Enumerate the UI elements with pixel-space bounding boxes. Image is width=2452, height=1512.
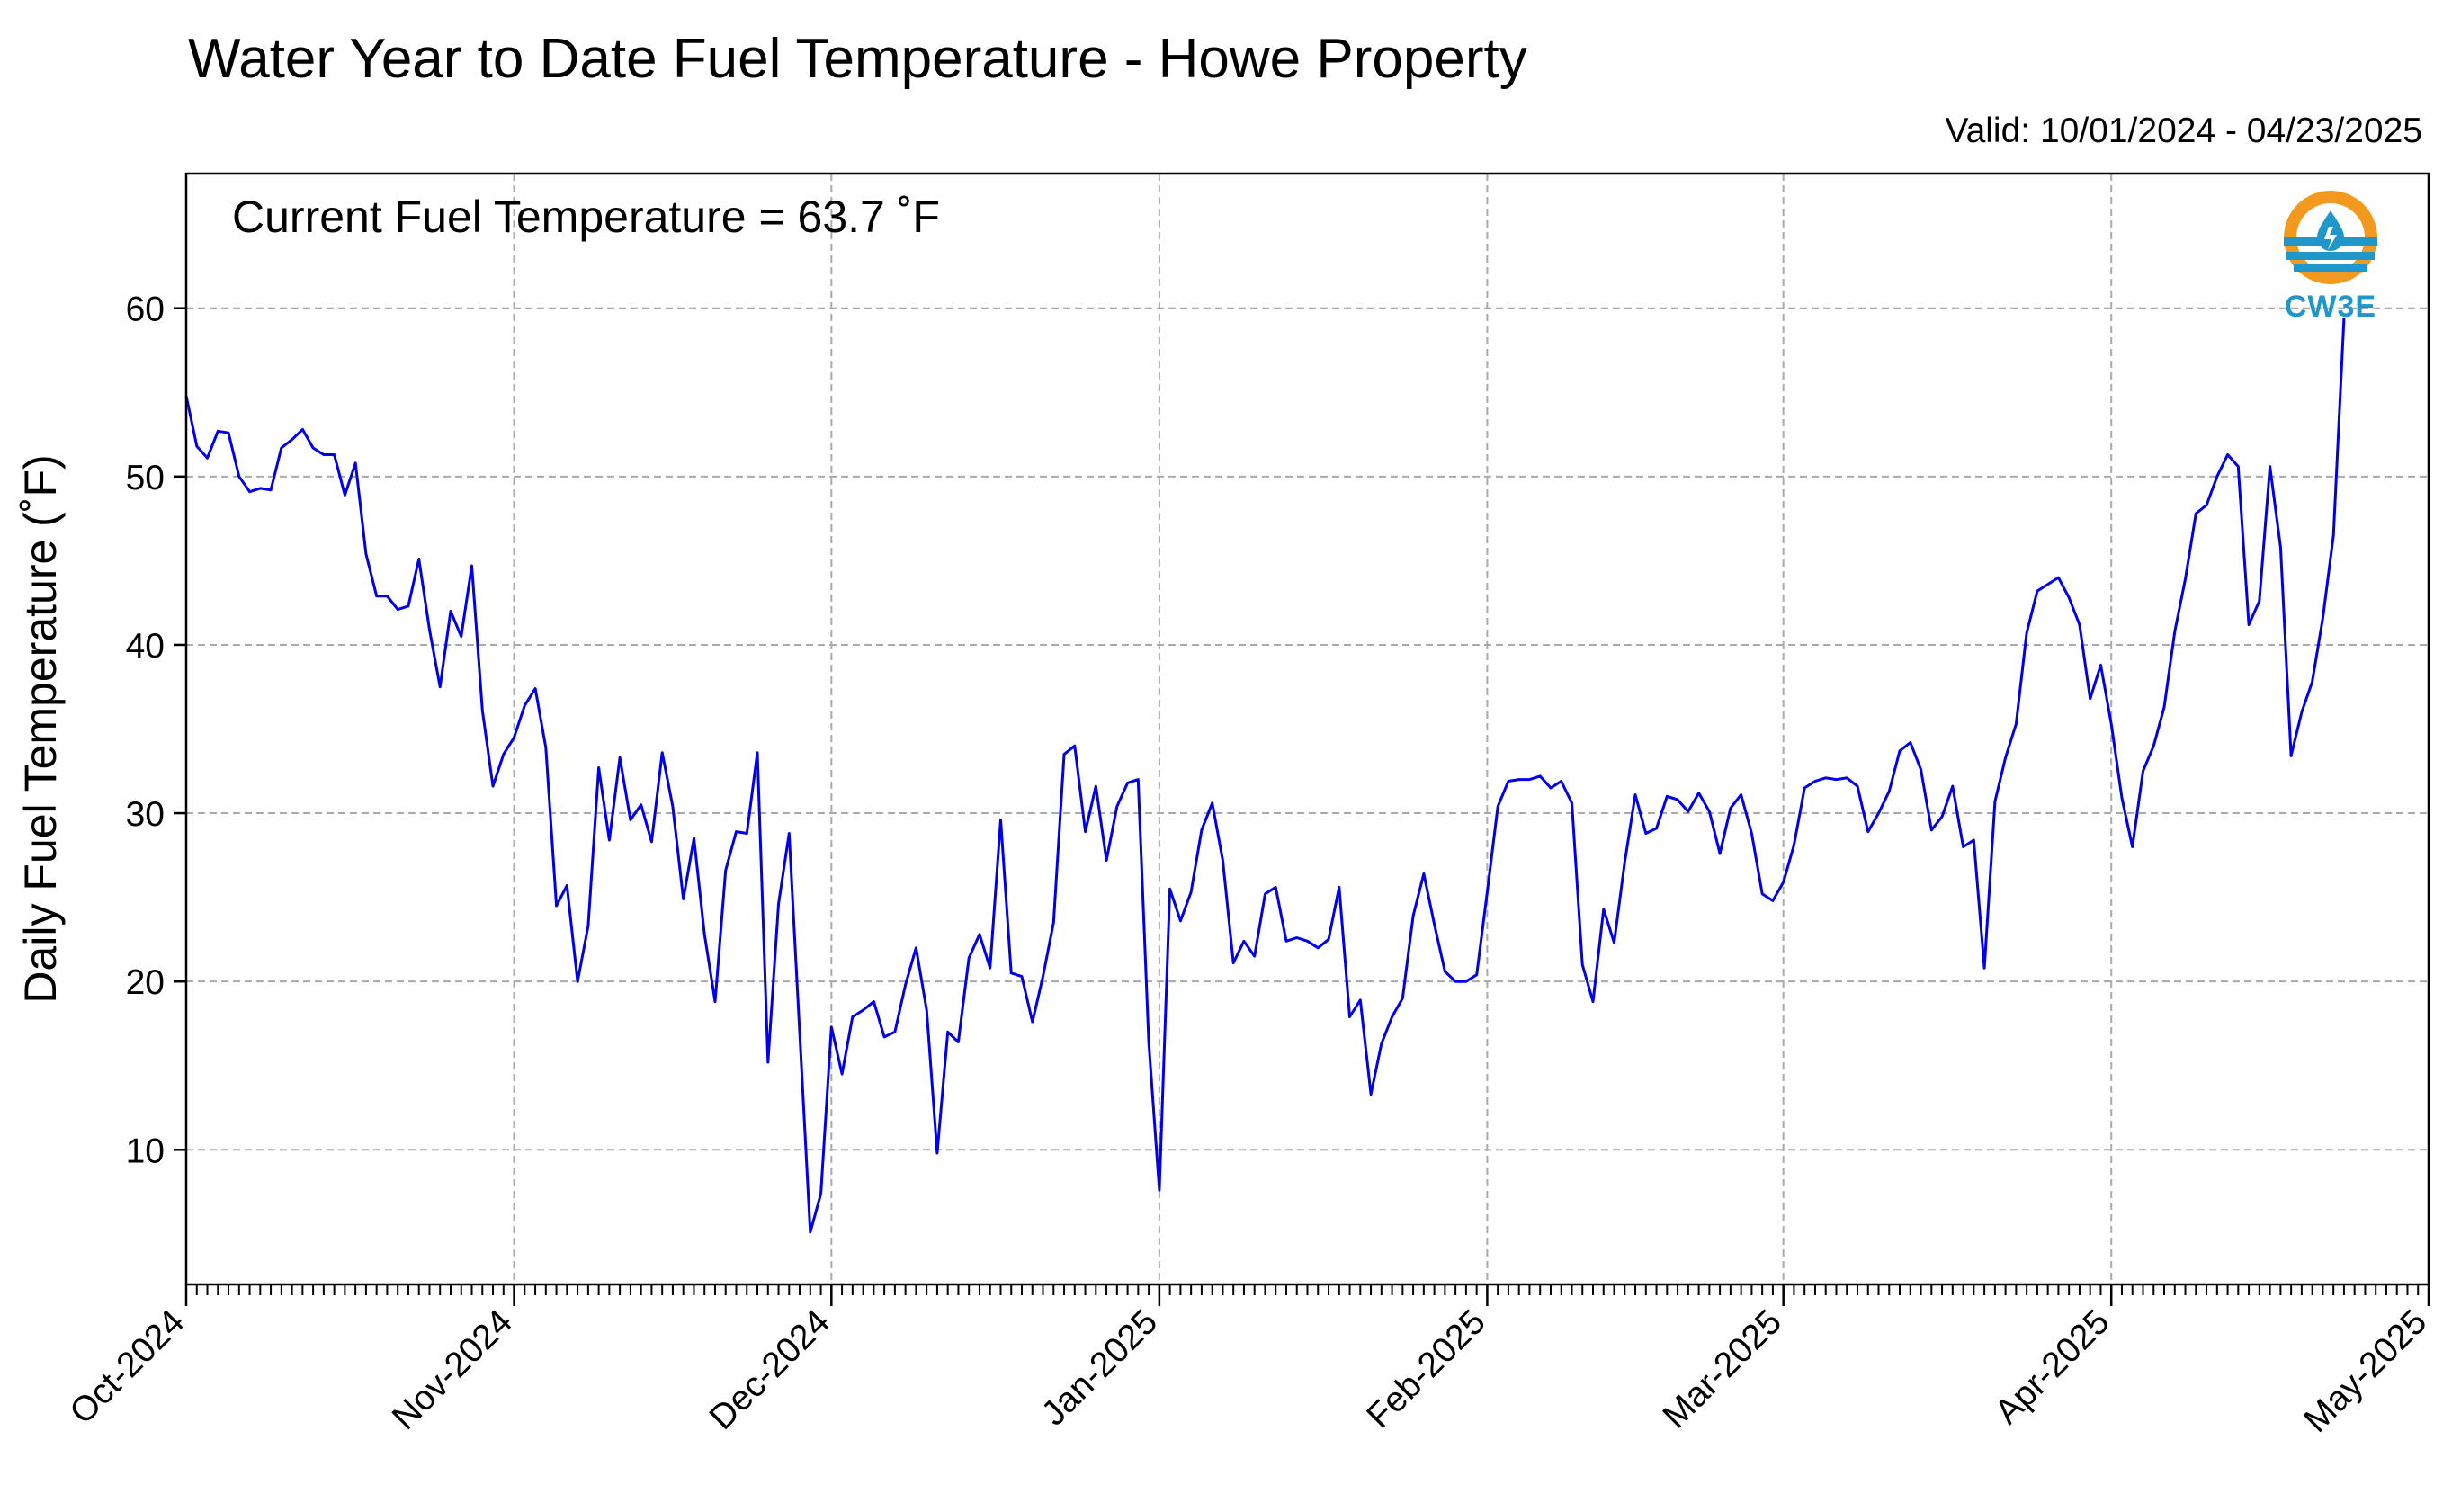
x-tick-label: May-2025: [2296, 1302, 2434, 1440]
x-tick-label: Jan-2025: [1034, 1302, 1165, 1433]
y-axis: 10 20 30 40 50 60: [126, 291, 186, 1170]
x-axis: Oct-2024 Nov-2024 Dec-2024 Jan-2025 Feb-2025…: [63, 1284, 2434, 1440]
cw3e-logo-icon: [2284, 191, 2377, 284]
x-tick-label: Apr-2025: [1988, 1302, 2117, 1432]
x-tick-label: Oct-2024: [63, 1302, 192, 1432]
fuel-temperature-line: [184, 318, 2346, 1234]
x-tick-label: Dec-2024: [702, 1302, 837, 1437]
x-tick-label: Mar-2025: [1656, 1302, 1789, 1436]
plot-frame: [184, 172, 2430, 1286]
x-tick-label: Feb-2025: [1359, 1302, 1492, 1436]
current-fuel-temperature: Current Fuel Temperature = 63.7 ˚F: [232, 192, 940, 242]
valid-date-range: Valid: 10/01/2024 - 04/23/2025: [1945, 112, 2422, 150]
chart-title: Water Year to Date Fuel Temperature - Ho…: [188, 28, 1527, 90]
grid-lines: [186, 174, 2429, 1284]
y-tick-label: 10: [126, 1132, 165, 1170]
y-tick-label: 30: [126, 795, 165, 834]
y-tick-label: 20: [126, 963, 165, 1002]
y-tick-label: 60: [126, 291, 165, 329]
y-tick-label: 50: [126, 459, 165, 497]
cw3e-logo: CW3E: [2272, 187, 2389, 331]
x-tick-label: Nov-2024: [385, 1302, 520, 1437]
cw3e-logo-text: CW3E: [2284, 290, 2377, 324]
y-axis-label: Daily Fuel Temperature (˚F): [15, 454, 66, 1003]
y-tick-label: 40: [126, 627, 165, 666]
